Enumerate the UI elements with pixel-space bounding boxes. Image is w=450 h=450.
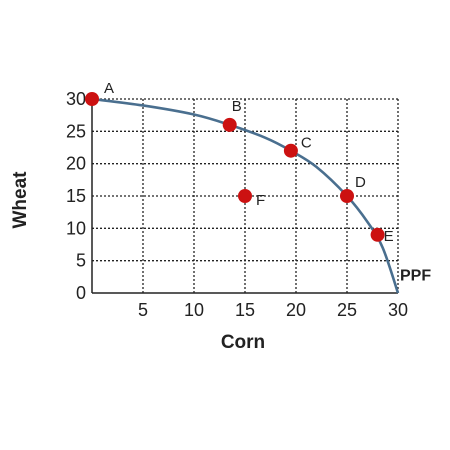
data-point-a — [85, 92, 99, 106]
x-tick-label: 25 — [337, 300, 357, 320]
point-label-f: F — [256, 192, 265, 209]
x-tick-label: 20 — [286, 300, 306, 320]
x-tick-label: 30 — [388, 300, 408, 320]
ppf-curve-label: PPF — [400, 268, 431, 285]
data-point-b — [222, 117, 237, 132]
y-tick-label: 0 — [76, 283, 86, 303]
x-tick-label: 15 — [235, 300, 255, 320]
data-points: A B C D E F — [85, 80, 394, 245]
data-point-e — [370, 227, 385, 242]
point-label-a: A — [104, 80, 114, 97]
axes — [91, 95, 398, 294]
y-axis-title: Wheat — [10, 171, 31, 229]
y-tick-label: 15 — [66, 186, 86, 206]
point-label-c: C — [301, 135, 312, 152]
y-tick-label: 5 — [76, 251, 86, 271]
tick-labels: 5 10 15 20 25 30 0 5 10 15 20 25 30 — [66, 89, 408, 320]
y-tick-label: 30 — [66, 89, 86, 109]
data-point-d — [340, 189, 354, 203]
point-label-e: E — [384, 228, 394, 245]
data-point-c — [283, 143, 298, 158]
y-tick-label: 25 — [66, 121, 86, 141]
data-point-f — [238, 189, 252, 203]
point-label-d: D — [355, 174, 366, 191]
x-tick-label: 5 — [138, 300, 148, 320]
point-label-b: B — [232, 98, 242, 115]
y-tick-label: 10 — [66, 218, 86, 238]
x-tick-label: 10 — [184, 300, 204, 320]
x-axis-title: Corn — [221, 332, 265, 353]
y-tick-label: 20 — [66, 154, 86, 174]
